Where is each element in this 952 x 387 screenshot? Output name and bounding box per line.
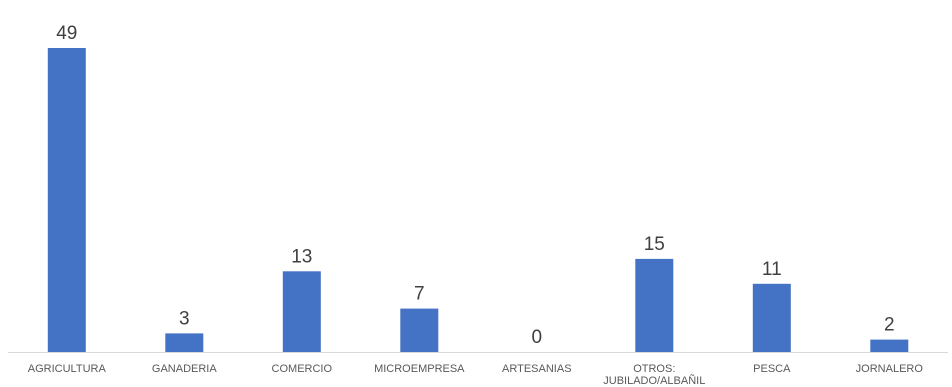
data-label-pesca: 11 xyxy=(762,259,782,280)
category-label-artesanias: ARTESANIAS xyxy=(502,363,572,375)
bar-jornalero xyxy=(870,339,909,352)
data-label-ganaderia: 3 xyxy=(179,308,190,329)
data-label-jornalero: 2 xyxy=(884,315,895,336)
bar-comercio xyxy=(282,271,321,352)
data-label-agricultura: 49 xyxy=(56,23,77,44)
category-label-otros-jubilado-alba-il: OTROS: JUBILADO/ALBAÑIL xyxy=(603,363,705,387)
bar-agricultura xyxy=(47,48,86,352)
bar-otros-jubilado-alba-il xyxy=(635,258,674,352)
bar-microempresa xyxy=(400,308,439,352)
bar-pesca xyxy=(752,283,791,352)
category-label-microempresa: MICROEMPRESA xyxy=(374,363,465,375)
data-label-otros-jubilado-alba-il: 15 xyxy=(644,234,665,255)
category-labels-group: AGRICULTURA GANADERIA COMERCIO MICROEMPRESA… xyxy=(28,363,924,387)
bar-ganaderia xyxy=(165,333,204,352)
data-label-artesanias: 0 xyxy=(532,327,543,348)
data-label-comercio: 13 xyxy=(291,246,312,267)
category-label-jornalero: JORNALERO xyxy=(856,363,924,375)
category-label-pesca: PESCA xyxy=(753,363,791,375)
bars-group xyxy=(47,48,909,352)
data-label-microempresa: 7 xyxy=(414,284,425,305)
category-label-agricultura: AGRICULTURA xyxy=(28,363,107,375)
category-label-ganaderia: GANADERIA xyxy=(152,363,217,375)
data-labels-group: 49 3 13 7 0 15 11 2 xyxy=(56,23,894,348)
category-label-comercio: COMERCIO xyxy=(272,363,333,375)
